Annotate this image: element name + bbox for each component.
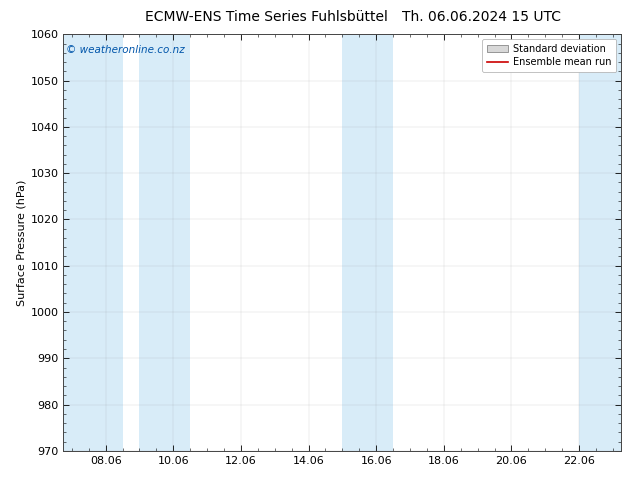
Text: © weatheronline.co.nz: © weatheronline.co.nz [66, 45, 185, 55]
Text: Th. 06.06.2024 15 UTC: Th. 06.06.2024 15 UTC [403, 10, 561, 24]
Bar [342, 34, 393, 451]
Bar [63, 34, 122, 451]
Text: ECMW-ENS Time Series Fuhlsbüttel: ECMW-ENS Time Series Fuhlsbüttel [145, 10, 388, 24]
Bar [579, 34, 621, 451]
Y-axis label: Surface Pressure (hPa): Surface Pressure (hPa) [16, 179, 26, 306]
Bar [139, 34, 190, 451]
Legend: Standard deviation, Ensemble mean run: Standard deviation, Ensemble mean run [482, 39, 616, 72]
